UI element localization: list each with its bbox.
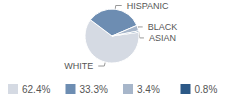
svg-text:33.3%: 33.3% [80, 84, 108, 95]
svg-text:BLACK: BLACK [148, 22, 178, 32]
svg-text:62.4%: 62.4% [22, 84, 50, 95]
svg-text:ASIAN: ASIAN [149, 33, 176, 43]
svg-text:WHITE: WHITE [64, 61, 93, 71]
svg-text:0.8%: 0.8% [195, 84, 218, 95]
svg-text:HISPANIC: HISPANIC [127, 1, 169, 11]
svg-text:3.4%: 3.4% [137, 84, 160, 95]
